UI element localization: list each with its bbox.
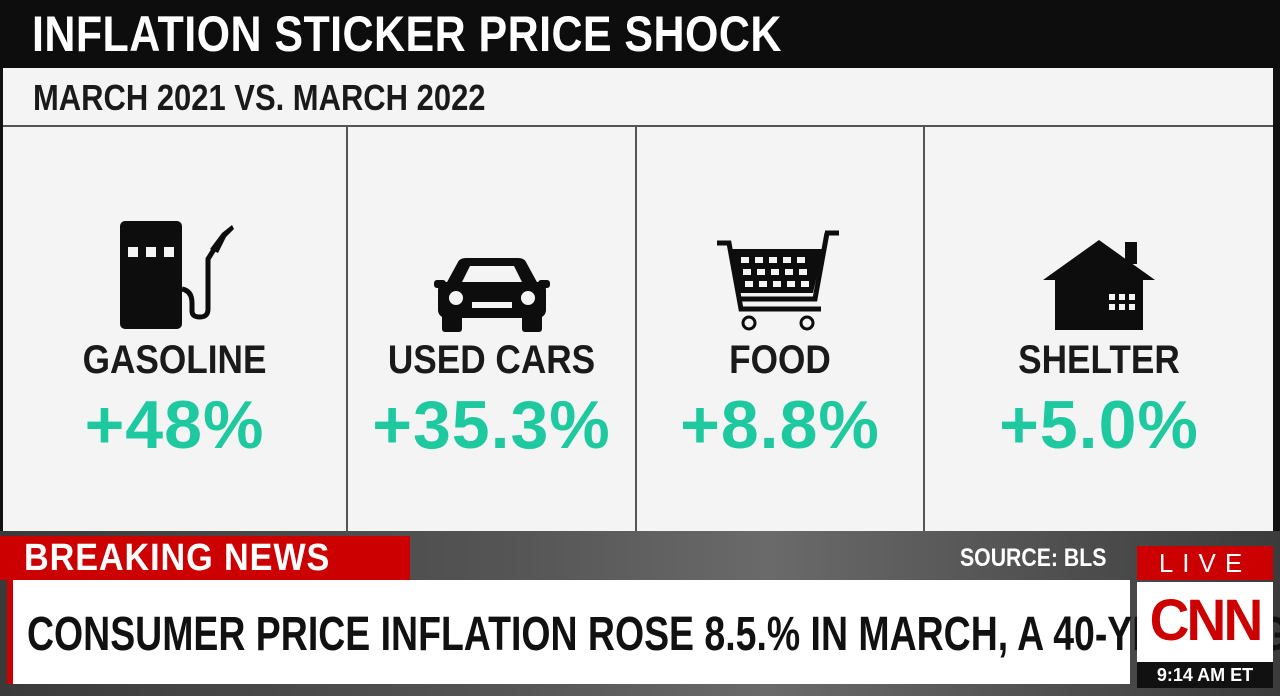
breaking-news-banner: BREAKING NEWS (0, 536, 410, 580)
panel-food: FOOD +8.8% (637, 127, 925, 531)
panel-used-cars: USED CARS +35.3% (348, 127, 637, 531)
clock-time: 9:14 AM ET (1156, 665, 1254, 685)
title-bar: INFLATION STICKER PRICE SHOCK (0, 0, 1280, 68)
category-label: USED CARS (387, 338, 596, 382)
clock-box: 9:14 AM ET (1137, 662, 1273, 688)
panel-gasoline: GASOLINE +48% (3, 127, 348, 531)
category-value: +48% (84, 387, 265, 463)
category-value: +35.3% (372, 387, 611, 463)
source-label: SOURCE: BLS (960, 544, 1107, 572)
subtitle-bar: MARCH 2021 VS. MARCH 2022 (3, 68, 1273, 127)
house-icon (925, 209, 1273, 334)
category-panels: GASOLINE +48% USED CARS +35.3% (3, 127, 1273, 531)
panel-shelter: SHELTER +5.0% (925, 127, 1273, 531)
graphic-title: INFLATION STICKER PRICE SHOCK (32, 6, 782, 62)
network-logo: CNN (1137, 582, 1273, 662)
headline-box: CONSUMER PRICE INFLATION ROSE 8.5.% IN M… (7, 580, 1280, 684)
category-label: FOOD (729, 338, 831, 382)
category-label: SHELTER (1018, 338, 1180, 382)
gas-pump-icon (3, 209, 346, 334)
category-label: GASOLINE (82, 338, 267, 382)
car-icon (348, 209, 635, 334)
live-label: LIVE (1158, 548, 1252, 578)
breaking-news-label: BREAKING NEWS (24, 537, 331, 579)
category-value: +8.8% (680, 387, 880, 463)
headline-text: CONSUMER PRICE INFLATION ROSE 8.5.% IN M… (27, 608, 1280, 661)
shopping-cart-icon (637, 209, 923, 334)
graphic-subtitle: MARCH 2021 VS. MARCH 2022 (33, 77, 486, 118)
live-badge: LIVE (1137, 546, 1273, 580)
category-value: +5.0% (999, 387, 1199, 463)
cnn-logo-text: CNN (1149, 588, 1264, 653)
